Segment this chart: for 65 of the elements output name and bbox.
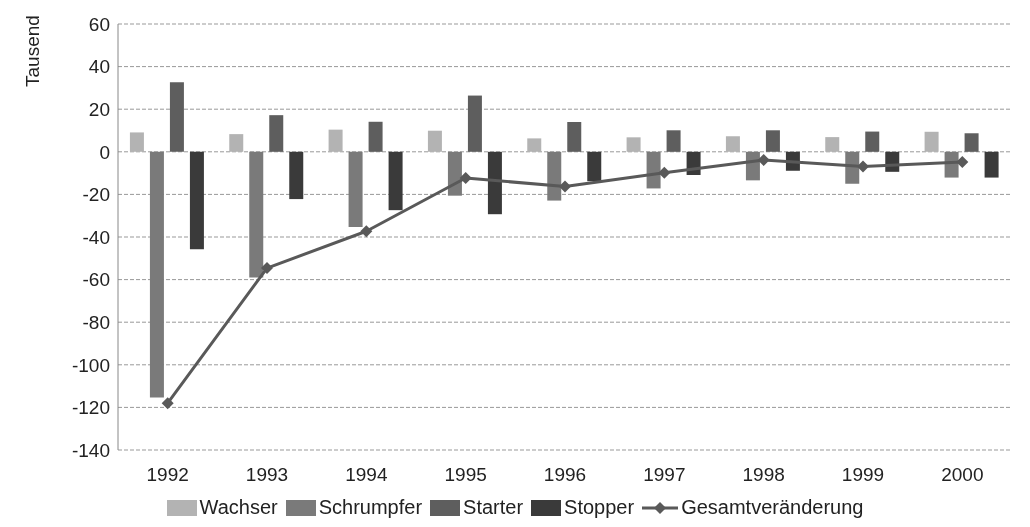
legend-label: Schrumpfer [318, 496, 423, 519]
bar [189, 151, 204, 250]
x-tick-label: 1998 [742, 464, 785, 486]
bar [447, 151, 462, 196]
legend-label: Gesamtveränderung [681, 496, 864, 519]
y-tick-label: 20 [88, 98, 110, 120]
legend-label: Starter [463, 496, 524, 519]
bar [487, 151, 502, 215]
point [459, 172, 472, 184]
y-tick-label: 40 [88, 56, 110, 78]
x-tick-label: 1992 [146, 464, 189, 486]
bar [626, 137, 641, 152]
bar [467, 95, 482, 152]
bar [129, 132, 144, 152]
bar [269, 115, 284, 152]
bar [527, 138, 542, 152]
bar [328, 129, 343, 152]
bar [924, 131, 939, 152]
x-tick-label: 1996 [543, 464, 587, 486]
bar [725, 136, 740, 152]
point [956, 156, 969, 169]
bar [567, 121, 582, 152]
x-tick-label: 1995 [444, 464, 487, 486]
x-tick-label: 2000 [941, 464, 984, 486]
bar [964, 133, 979, 152]
legend-label: Stopper [564, 496, 635, 519]
point [161, 397, 174, 410]
bar [388, 151, 403, 211]
bar [149, 151, 164, 398]
y-tick-label: -100 [71, 354, 110, 376]
y-tick-label: -40 [82, 226, 110, 248]
bar [646, 151, 661, 189]
point [658, 166, 671, 179]
bar [427, 130, 442, 152]
x-tick-label: 1994 [345, 464, 388, 486]
y-tick-label: -20 [82, 184, 110, 206]
x-tick-label: 1997 [643, 464, 686, 486]
y-tick-label: 0 [99, 141, 110, 163]
bar [169, 82, 184, 152]
legend-label: Wachser [199, 496, 278, 519]
bar [825, 137, 840, 152]
bar [368, 121, 383, 152]
bar [249, 151, 264, 278]
y-tick-label: 60 [88, 13, 110, 35]
y-tick-label: -80 [82, 311, 110, 333]
bar [666, 130, 681, 152]
point [360, 225, 373, 238]
bar [765, 130, 780, 152]
y-tick-label: -60 [82, 269, 110, 291]
point [261, 262, 273, 275]
y-axis-title: Tausend [21, 15, 43, 87]
x-tick-label: 1999 [841, 464, 885, 486]
y-tick-label: -140 [71, 439, 110, 461]
bar [984, 151, 999, 178]
bar [289, 151, 304, 200]
bar [229, 134, 244, 152]
x-tick-label: 1993 [245, 464, 289, 486]
bar [845, 151, 860, 184]
bar [348, 151, 363, 227]
bar [587, 151, 602, 182]
bar [865, 131, 880, 152]
point [559, 180, 571, 193]
bar [547, 151, 562, 201]
y-tick-label: -120 [71, 397, 110, 419]
point [857, 160, 869, 173]
